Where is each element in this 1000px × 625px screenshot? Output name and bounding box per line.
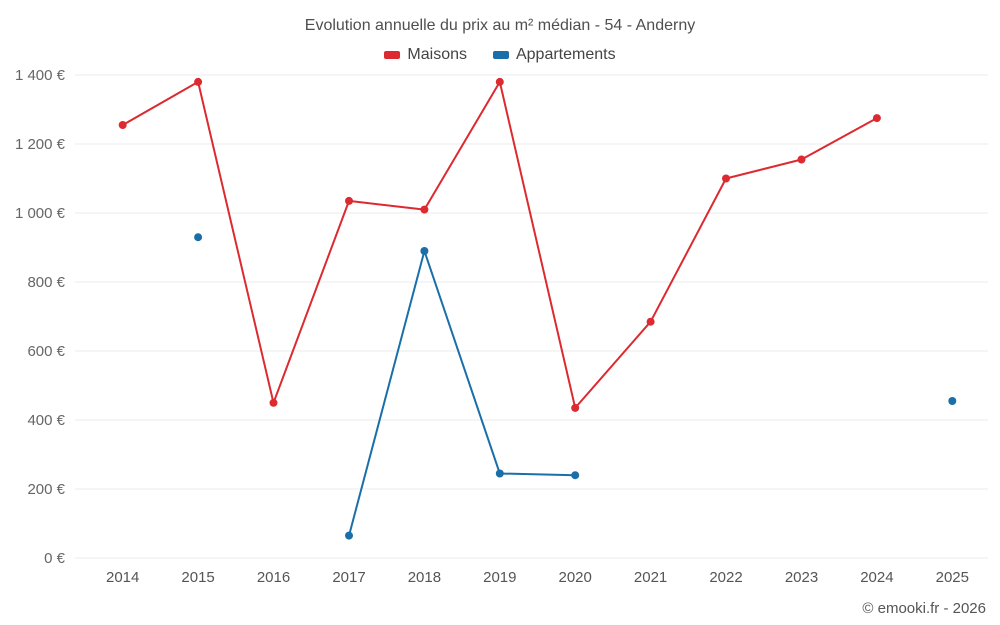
data-point-appartements-2025[interactable] <box>948 397 957 405</box>
y-axis-tick-label: 600 € <box>27 343 65 360</box>
data-point-maisons-2019[interactable] <box>495 77 504 86</box>
x-axis-tick-label: 2023 <box>785 569 818 586</box>
series-line-maisons <box>121 80 878 409</box>
legend-swatch-appartements-icon <box>492 51 509 59</box>
x-axis-tick-label: 2021 <box>634 569 667 586</box>
y-axis-tick-label: 400 € <box>27 412 65 429</box>
y-axis-tick-label: 1 200 € <box>15 136 66 153</box>
data-point-maisons-2016[interactable] <box>269 398 278 407</box>
chart-legend: Maisons Appartements <box>0 46 1000 64</box>
data-point-maisons-2023[interactable] <box>797 155 806 164</box>
data-point-maisons-2015[interactable] <box>194 77 203 86</box>
y-axis-tick-label: 800 € <box>27 274 65 291</box>
x-axis-tick-label: 2024 <box>860 569 893 586</box>
data-point-appartements-2020[interactable] <box>571 471 580 480</box>
legend-label-maisons: Maisons <box>407 46 467 63</box>
legend-swatch-maisons-icon <box>384 51 401 59</box>
chart-title: Evolution annuelle du prix au m² médian … <box>304 17 696 34</box>
legend-label-appartements: Appartements <box>515 46 616 63</box>
y-axis-tick-label: 0 € <box>44 550 66 567</box>
x-axis-tick-label: 2022 <box>709 569 742 586</box>
y-axis-tick-label: 1 400 € <box>15 67 66 84</box>
data-point-appartements-2019[interactable] <box>495 469 504 478</box>
y-axis-tick-label: 1 000 € <box>15 205 66 222</box>
data-point-appartements-2018[interactable] <box>420 247 429 255</box>
x-axis-tick-label: 2018 <box>408 569 441 586</box>
legend-item-maisons[interactable]: Maisons <box>384 46 467 64</box>
data-point-maisons-2018[interactable] <box>420 205 429 214</box>
x-axis-tick-label: 2017 <box>332 569 365 586</box>
x-axis-tick-label: 2014 <box>106 569 139 586</box>
data-point-appartements-2015[interactable] <box>194 233 203 242</box>
data-point-maisons-2021[interactable] <box>646 317 655 326</box>
series-line-appartements <box>349 251 952 536</box>
data-point-maisons-2014[interactable] <box>118 121 127 129</box>
y-axis-tick-label: 200 € <box>27 481 65 498</box>
copyright-text: © emooki.fr - 2026 <box>862 600 986 617</box>
data-point-maisons-2020[interactable] <box>571 403 580 412</box>
data-point-maisons-2024[interactable] <box>872 114 881 123</box>
x-axis-tick-label: 2020 <box>559 569 592 586</box>
x-axis-tick-label: 2025 <box>936 569 969 586</box>
x-axis-tick-label: 2015 <box>181 569 214 586</box>
data-point-maisons-2017[interactable] <box>345 196 353 205</box>
x-axis-tick-label: 2016 <box>257 569 290 586</box>
data-point-maisons-2022[interactable] <box>722 174 730 183</box>
legend-item-appartements[interactable]: Appartements <box>492 46 616 64</box>
data-point-appartements-2017[interactable] <box>345 531 353 540</box>
x-axis-tick-label: 2019 <box>483 569 516 586</box>
